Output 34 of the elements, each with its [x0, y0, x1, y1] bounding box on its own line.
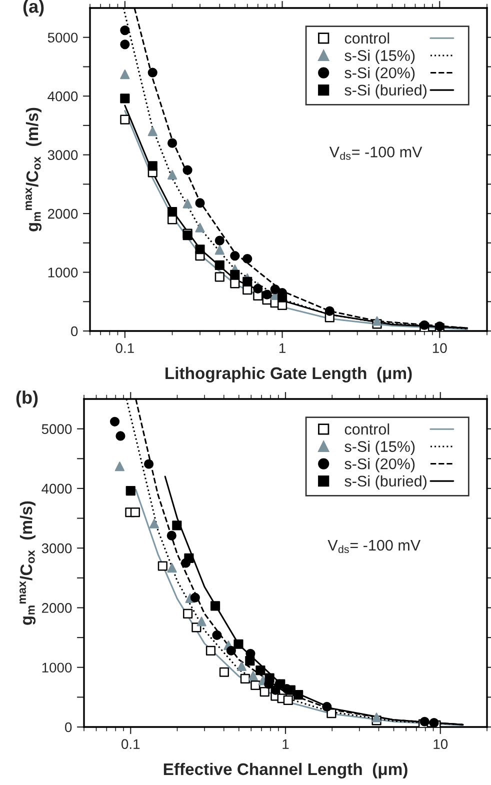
- x-tick-label: 0.1: [122, 739, 140, 750]
- legend-label: s-Si (20%): [344, 458, 415, 472]
- chart-title: (b): [16, 390, 38, 408]
- annotation: V$_{ds}$= -100 mV: [329, 146, 422, 160]
- x-tick-label: 1: [282, 739, 289, 749]
- y-tick-label: 1000: [42, 662, 72, 673]
- legend-label: control: [344, 32, 390, 44]
- legend-label: s-Si (15%): [344, 50, 415, 64]
- y-tick-label: 1000: [48, 268, 78, 278]
- x-axis-title: Effective Channel Length (μm): [164, 762, 408, 778]
- y-tick-label: 3000: [42, 543, 72, 554]
- y-tick-label: 0: [65, 722, 72, 732]
- legend-label: control: [344, 423, 390, 435]
- legend-label: s-Si (15%): [344, 440, 415, 455]
- y-axis-title: g$_{m}$$^{max}$/C$_{ox}$ (m/s): [26, 108, 42, 232]
- y-tick-label: 4000: [42, 484, 72, 494]
- y-tick-label: 3000: [48, 150, 78, 160]
- x-tick-label: 10: [432, 343, 447, 354]
- x-axis-title: Lithographic Gate Length (μm): [166, 366, 412, 382]
- y-axis-title: g$_{m}$$^{max}$/C$_{ox}$ (m/s): [20, 501, 36, 625]
- legend-label: s-Si (20%): [344, 67, 415, 82]
- y-tick-label: 2000: [48, 208, 78, 219]
- chart-title: (a): [23, 0, 44, 16]
- legend-label: s-Si (buried): [344, 84, 426, 99]
- legend-label: s-Si (buried): [344, 475, 426, 490]
- y-tick-label: 5000: [42, 424, 72, 434]
- x-tick-label: 0.1: [116, 343, 134, 354]
- y-tick-label: 2000: [42, 603, 72, 613]
- annotation: V$_{ds}$= -100 mV: [328, 540, 421, 554]
- y-tick-label: 5000: [48, 32, 78, 43]
- x-tick-label: 1: [279, 343, 286, 353]
- y-tick-label: 0: [71, 326, 78, 336]
- x-tick-label: 10: [434, 739, 448, 750]
- y-tick-label: 4000: [48, 91, 78, 102]
